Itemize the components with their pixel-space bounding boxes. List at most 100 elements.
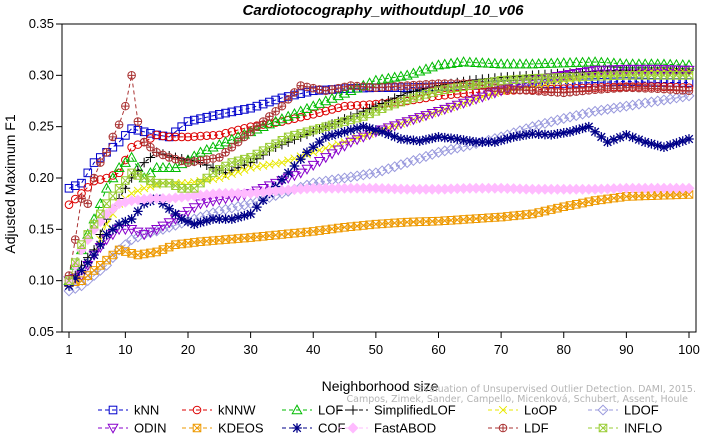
data-point-knn [208,111,218,121]
data-point-odin [389,121,401,132]
data-point-cof [571,125,582,135]
data-point-cof [95,239,106,250]
data-point-knnw [215,130,224,140]
data-point-simplifiedlof [139,157,149,168]
data-point-ldf [139,137,149,147]
data-point-loop [478,92,487,102]
data-point-cof [214,214,225,224]
data-point-cof [364,123,375,134]
data-point-cof [133,206,143,217]
data-point-cof [540,129,550,140]
data-point-knn [233,106,243,115]
data-point-knnw [183,132,193,142]
data-point-knnw [164,132,174,142]
watermark-line-1: Campos, Zimek, Sander, Campello, Micenko… [347,394,689,405]
data-point-cof [446,133,456,144]
data-point-ldof [357,169,369,181]
data-point-ldof [370,167,382,179]
data-point-odin [614,65,626,76]
y-tick-label: 0.20 [29,170,54,185]
data-point-ldof [545,116,557,128]
data-point-cof [477,137,488,147]
data-point-cof [396,134,406,144]
data-point-lof [382,72,395,83]
data-point-odin [351,135,363,146]
data-point-ldof [602,103,614,115]
data-point-ldof [382,163,394,175]
legend-marker-fastabod [347,422,359,434]
data-point-odin [601,65,614,76]
data-point-knnw [189,132,199,141]
data-point-knnw [440,90,450,100]
data-point-ldf [240,132,249,142]
data-point-cof [164,204,175,214]
legend-item-loop: LoOP [488,403,557,418]
series-layer [63,56,695,297]
data-point-cof [402,134,412,145]
legend-item-inflo: INFLO [588,421,662,434]
legend-label-fastabod: FastABOD [374,421,436,434]
data-point-knn [196,114,205,123]
data-point-ldf [227,142,237,152]
data-point-lof [589,56,601,67]
data-point-inflo [70,258,80,267]
data-point-loop [277,158,287,167]
data-point-ldof [608,102,620,114]
series-line-cof [68,126,690,287]
data-point-odin [301,164,313,175]
data-point-fastabod [683,182,695,194]
data-point-ldof [583,107,595,119]
data-point-knnw [171,132,180,142]
data-point-knnw [114,168,124,178]
legend-item-knn: kNN [98,403,159,418]
data-point-odin [664,65,676,76]
x-tick-label: 70 [494,342,508,357]
data-point-ldf [83,199,93,208]
legend-item-kdeos: KDEOS [182,421,264,434]
x-tick-label: 10 [118,342,132,357]
data-point-cof [583,121,594,132]
data-point-knnw [327,105,337,114]
data-point-knnw [83,182,93,192]
data-point-cof [233,212,243,223]
data-point-odin [670,65,683,76]
series-inflo [64,71,694,285]
data-point-lof [113,161,125,173]
data-point-knn [139,127,149,137]
data-point-simplifiedlof [120,183,131,194]
data-point-knnw [158,131,168,141]
legend-marker-lof [291,404,303,415]
data-point-odin [457,98,470,109]
data-point-loop [384,123,393,132]
data-point-cof [677,136,688,146]
data-point-ldf [133,117,143,126]
data-point-lof [100,182,113,193]
legend-label-odin: ODIN [134,421,167,434]
data-point-odin [658,65,670,76]
x-tick-label: 100 [678,342,700,357]
data-point-ldof [345,171,357,183]
data-point-ldof [614,101,626,113]
data-point-ldof [414,152,426,165]
data-point-ldf [283,94,293,104]
data-point-odin [295,168,307,179]
data-point-cof [490,137,500,147]
data-point-loop [471,94,481,104]
data-point-odin [138,230,150,241]
data-point-odin [326,149,338,160]
data-point-ldof [389,161,401,173]
data-point-knnw [64,200,74,209]
data-point-inflo [96,209,105,219]
data-point-knn [189,115,199,125]
legend-marker-cof [292,423,302,433]
data-point-cof [421,134,431,145]
data-point-loop [127,189,136,198]
data-point-odin [338,141,351,152]
data-point-fastabod [69,259,81,271]
data-point-ldof [439,145,451,157]
data-point-cof [552,129,563,139]
y-tick-label: 0.10 [29,273,54,288]
data-point-knnw [459,89,468,98]
data-point-knnw [208,130,218,140]
